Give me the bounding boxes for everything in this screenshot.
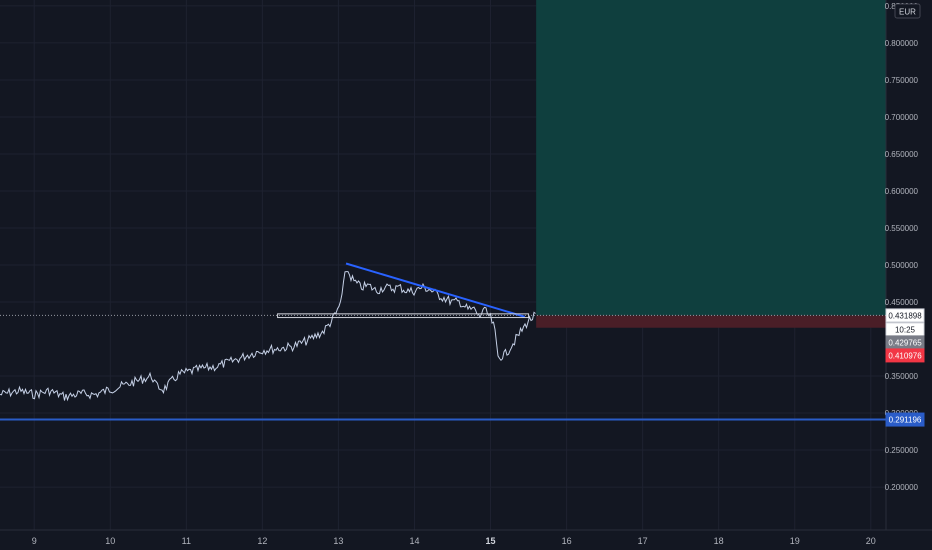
drawings [0,262,886,421]
price-tick-label: 0.550000 [885,224,919,233]
price-badges: 0.431898 10:25 0.429765 0.410976 0.291196 [885,308,925,427]
time-tick-label: 20 [866,536,876,546]
time-tick-label: 14 [409,536,419,546]
time-tick-label: 13 [333,536,343,546]
time-tick-label: 12 [257,536,267,546]
stop-zone [536,315,886,328]
entry-price-badge: 0.431898 [885,308,925,323]
price-tick-label: 0.750000 [885,76,919,85]
entry-price-badge-bg [885,308,925,323]
time-tick-label: 19 [790,536,800,546]
time-tick-label: 17 [638,536,648,546]
price-tick-label: 0.650000 [885,150,919,159]
support-price-badge-text: 0.291196 [889,416,922,425]
price-tick-label: 0.500000 [885,261,919,270]
target-zone [536,0,886,316]
stop-price-badge-bg [885,348,925,363]
time-tick-label: 10 [105,536,115,546]
currency-label: EUR [899,8,916,17]
currency-button[interactable]: EUR [894,3,921,19]
price-tick-label: 0.800000 [885,39,919,48]
time-axis[interactable]: 9 10 11 12 13 14 15 16 17 18 19 20 [32,536,876,546]
gray-price-badge-text: 0.429765 [888,338,922,347]
resistance-rectangle[interactable] [277,313,530,319]
stop-price-badge-text: 0.410976 [888,351,922,360]
price-tick-label: 0.700000 [885,113,919,122]
time-badge-text: 10:25 [895,325,916,334]
position-zones [536,0,886,328]
time-tick-label: 18 [714,536,724,546]
support-price-badge-bg [885,412,925,427]
price-series [0,271,536,402]
entry-price-badge-text: 0.431898 [888,311,922,320]
price-tick-label: 0.250000 [885,446,919,455]
price-line [0,271,536,402]
gray-price-badge: 0.429765 [885,335,925,350]
trendline[interactable] [345,262,526,318]
time-tick-label: 11 [182,536,191,546]
price-tick-label: 0.450000 [885,298,919,307]
time-tick-label: 15 [486,536,496,546]
price-tick-label: 0.350000 [885,372,919,381]
price-tick-label: 0.600000 [885,187,919,196]
time-tick-label: 9 [32,536,37,546]
support-price-badge: 0.291196 [885,412,925,427]
time-badge: 10:25 [885,322,925,337]
price-tick-label: 0.200000 [885,483,919,492]
time-tick-label: 16 [562,536,572,546]
stop-price-badge: 0.410976 [885,348,925,363]
